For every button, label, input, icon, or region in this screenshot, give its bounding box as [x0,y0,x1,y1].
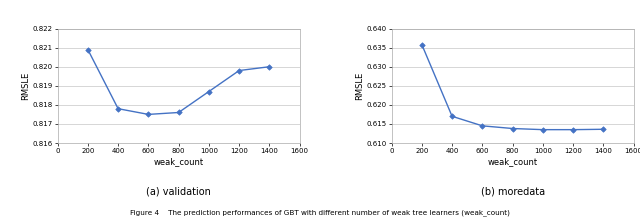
Y-axis label: RMSLE: RMSLE [355,72,364,100]
Text: Figure 4    The prediction performances of GBT with different number of weak tre: Figure 4 The prediction performances of … [130,209,510,216]
Text: (a) validation: (a) validation [146,186,211,196]
X-axis label: weak_count: weak_count [154,157,204,166]
Text: (b) moredata: (b) moredata [481,186,545,196]
Y-axis label: RMSLE: RMSLE [20,72,29,100]
X-axis label: weak_count: weak_count [488,157,538,166]
